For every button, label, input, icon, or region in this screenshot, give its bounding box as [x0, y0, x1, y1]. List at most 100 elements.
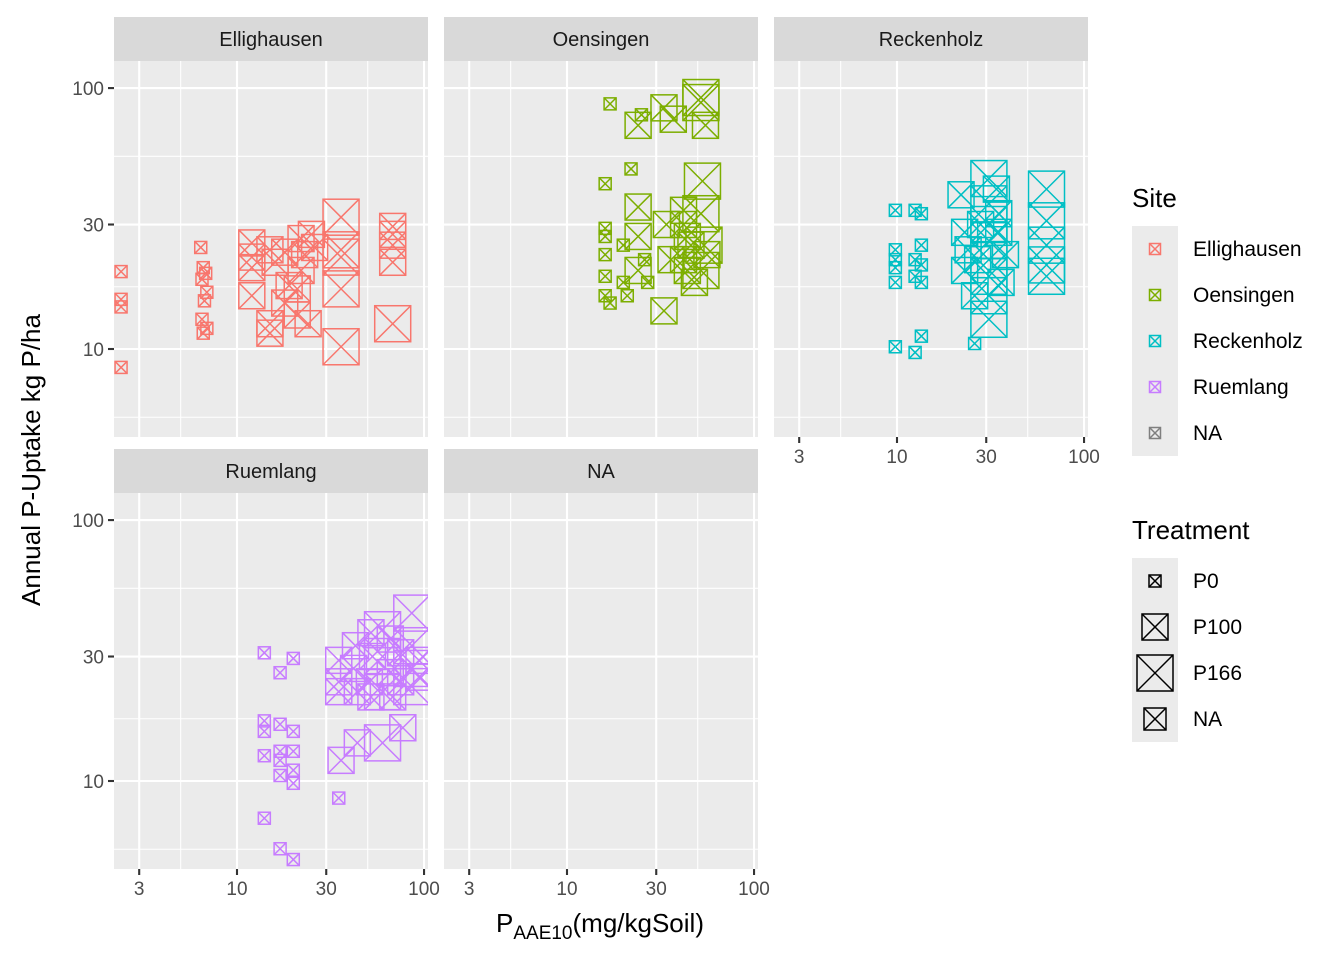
data-point: [947, 181, 975, 209]
x-tick-label: 100: [1068, 447, 1100, 468]
data-point: [691, 111, 720, 140]
data-point: [598, 247, 612, 262]
data-point: [322, 328, 360, 366]
points-group: [598, 78, 723, 325]
data-point: [620, 288, 635, 303]
x-tick-label: 3: [794, 447, 805, 468]
data-point: [286, 724, 301, 739]
data-point: [195, 272, 209, 287]
data-point: [685, 226, 723, 264]
legend-treatment-item: P100: [1132, 604, 1242, 650]
y-tick-label: 30: [83, 648, 104, 669]
x-tick-label: 10: [226, 879, 247, 900]
data-point: [286, 651, 301, 666]
data-point: [273, 768, 287, 783]
data-point: [680, 268, 709, 297]
data-point: [257, 724, 272, 739]
data-point: [991, 240, 1020, 269]
data-point: [195, 312, 209, 327]
data-point: [624, 193, 652, 221]
data-point: [257, 811, 272, 825]
data-point: [273, 665, 287, 680]
legend-treatment-label: P166: [1193, 662, 1242, 685]
data-point: [114, 360, 128, 375]
x-tick-label: 30: [646, 879, 667, 900]
legend-site-swatch: [1148, 426, 1162, 440]
strip-label: Ruemlang: [225, 461, 316, 483]
data-point: [393, 594, 428, 632]
data-point: [598, 229, 612, 244]
strip-label: NA: [587, 461, 615, 483]
panels-layer: Ellighausen Oensingen Reckenholz Ruemlang NA: [114, 17, 1088, 869]
data-point: [294, 309, 322, 338]
data-point: [322, 238, 360, 276]
x-tick-label: 10: [556, 879, 577, 900]
data-point: [914, 206, 929, 221]
data-point: [327, 746, 355, 775]
data-point: [624, 162, 638, 176]
data-point: [1027, 170, 1066, 208]
strip-background: [114, 17, 428, 61]
data-point: [114, 300, 128, 314]
data-point: [598, 288, 612, 303]
panel-background: [114, 493, 428, 869]
data-point: [286, 852, 301, 867]
y-tick-label: 10: [83, 772, 104, 793]
data-point: [624, 222, 652, 251]
data-point: [914, 238, 929, 252]
data-point: [283, 275, 312, 303]
y-tick-label: 100: [72, 511, 104, 532]
x-axis-title-subscript: AAE10: [513, 923, 572, 944]
data-point: [914, 275, 929, 290]
points-group: [114, 198, 412, 375]
data-point: [693, 240, 721, 269]
data-point: [405, 663, 428, 691]
legend-treatment-label: NA: [1193, 708, 1222, 731]
x-tick-label: 3: [134, 879, 145, 900]
data-point: [598, 176, 612, 191]
data-point: [114, 264, 128, 279]
data-point: [985, 199, 1013, 228]
data-point: [238, 281, 266, 310]
data-point: [888, 340, 903, 354]
panel-ruemlang: Ruemlang: [114, 449, 428, 869]
strip-label: Oensingen: [553, 29, 650, 51]
data-point: [963, 245, 992, 274]
data-point: [273, 717, 287, 732]
panel-background: [774, 61, 1088, 437]
data-point: [256, 319, 284, 347]
data-point: [373, 304, 412, 343]
panel-background: [444, 493, 758, 869]
legend-treatment-item: P0: [1132, 558, 1219, 604]
y-tick-label: 10: [83, 340, 104, 361]
axis-layer: 10 30 100 3 10 30 100 3 10 30 100 10 30 100 3 10 30 100: [72, 79, 1100, 900]
data-point: [888, 275, 903, 290]
x-axis-title-units: (mg/kgSoil): [573, 908, 704, 938]
data-point: [332, 791, 346, 805]
data-point: [257, 748, 272, 763]
data-point: [987, 268, 1015, 297]
x-axis-title-main: P: [496, 908, 513, 938]
data-point: [1027, 226, 1066, 264]
y-tick-label: 100: [72, 79, 104, 100]
data-point: [322, 198, 360, 236]
legend-treatment-swatch: [1148, 574, 1162, 588]
data-point: [343, 729, 372, 757]
legend-site-swatch: [1148, 380, 1162, 394]
y-tick-label: 30: [83, 216, 104, 237]
panel-ellighausen: Ellighausen: [114, 17, 428, 437]
data-point: [322, 270, 360, 308]
data-point: [624, 256, 652, 285]
data-point: [197, 294, 212, 308]
data-point: [376, 625, 405, 653]
points-group: [257, 594, 428, 867]
data-point: [650, 94, 678, 122]
data-point: [659, 105, 688, 133]
legend-site-label: Reckenholz: [1193, 330, 1303, 353]
legend-treatment-title: Treatment: [1132, 515, 1250, 545]
x-tick-label: 100: [738, 879, 770, 900]
strip-label: Ellighausen: [219, 29, 322, 51]
legend-site-item: Oensingen: [1132, 272, 1295, 318]
data-point: [273, 842, 287, 856]
